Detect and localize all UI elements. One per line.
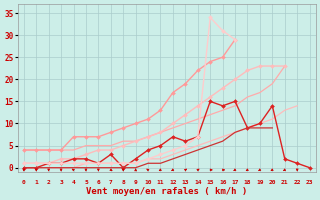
X-axis label: Vent moyen/en rafales ( km/h ): Vent moyen/en rafales ( km/h ) bbox=[86, 187, 247, 196]
